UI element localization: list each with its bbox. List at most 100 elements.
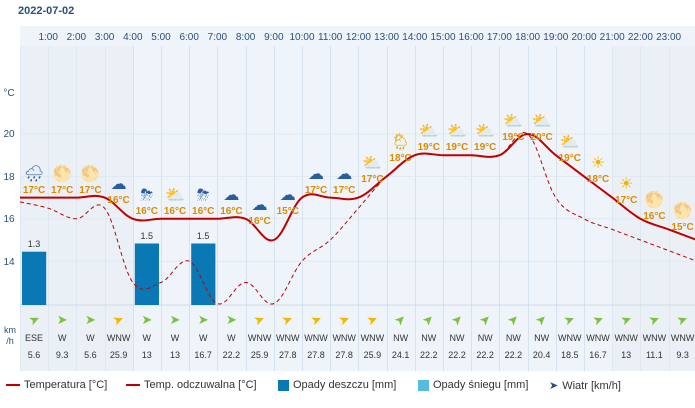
hour-label: 16:00 <box>458 32 484 43</box>
rain-cloud-icon: 🌧 <box>23 165 45 183</box>
wind-direction: NW <box>393 333 409 343</box>
legend-snow[interactable]: Opady śniegu [mm] <box>418 379 528 391</box>
wind-arrow-icon: ➤ <box>447 310 466 329</box>
legend-rain[interactable]: Opady deszczu [mm] <box>278 379 396 391</box>
sun-cloud-icon: ⛅ <box>559 133 580 151</box>
wind-speed: 22.2 <box>448 350 466 360</box>
sun-cloud-icon: ⛅ <box>447 123 467 141</box>
sun-cloud-icon: ⛅ <box>165 186 185 204</box>
rain-value-label: 1.5 <box>196 230 210 241</box>
wind-arrow-icon: ➤ <box>251 310 268 329</box>
sun-cloud-icon: ⛅ <box>531 112 552 130</box>
legend-feels-label: Temp. odczuwalna [°C] <box>144 379 257 391</box>
legend-snow-label: Opady śniegu [mm] <box>433 379 529 391</box>
wind-arrow-icon: ➤ <box>549 380 559 392</box>
wind-speed: 13 <box>169 350 180 360</box>
night-band <box>20 46 133 371</box>
column-divider <box>471 46 473 371</box>
column-divider <box>217 46 219 371</box>
hour-label: 19:00 <box>543 32 569 43</box>
temp-label: 19°C <box>474 142 497 154</box>
sun-rain-icon: 🌦 <box>390 133 411 151</box>
column-divider <box>386 46 388 371</box>
rain-bar <box>22 251 47 305</box>
wind-direction: W <box>170 333 180 343</box>
hour-label: 23:00 <box>656 32 682 43</box>
storm-cloud-icon: ⛈ <box>196 186 210 204</box>
hour-label: 21:00 <box>599 32 625 43</box>
wind-direction: WNW <box>586 333 610 343</box>
wind-direction: WNW <box>276 333 300 343</box>
temp-label: 15°C <box>671 221 694 233</box>
wind-speed: 27.8 <box>307 350 325 360</box>
temp-label: 16°C <box>248 216 271 228</box>
wind-unit: km/h <box>0 325 20 347</box>
temp-label: 17°C <box>22 184 46 196</box>
feels-like-line <box>19 132 695 305</box>
hour-label: 5:00 <box>151 32 171 43</box>
sun-cloud-icon: ⛅ <box>503 112 524 130</box>
wind-direction: NW <box>421 333 437 343</box>
wind-direction: NW <box>534 333 550 343</box>
column-divider <box>443 46 444 371</box>
wind-direction: WNW <box>558 333 582 343</box>
temp-label: 15°C <box>276 205 299 217</box>
temp-label: 19°C <box>558 152 581 164</box>
cloud-icon: ☁ <box>279 186 296 204</box>
wind-arrow-icon: ➤ <box>169 312 181 327</box>
rain-bar <box>191 243 216 305</box>
temp-label: 16°C <box>135 205 158 217</box>
wind-arrow-icon: ➤ <box>646 310 663 329</box>
wind-speed: 13 <box>141 350 152 360</box>
hour-label: 2:00 <box>66 32 87 43</box>
wind-speed: 13 <box>621 350 632 360</box>
wind-direction: WNW <box>670 333 695 343</box>
hour-label: 6:00 <box>179 32 199 43</box>
wind-unit-h: /h <box>6 336 14 346</box>
wind-direction: ESE <box>24 333 43 343</box>
column-divider <box>189 46 191 371</box>
hour-label: 20:00 <box>571 32 597 43</box>
wind-arrow-icon: ➤ <box>197 312 209 327</box>
sun-icon: ☀ <box>619 176 634 194</box>
legend-temp-swatch <box>6 384 20 387</box>
legend-wind[interactable]: ➤ Wiatr [km/h] <box>549 379 621 392</box>
temp-label: 19°C <box>445 142 469 154</box>
hour-label: 8:00 <box>235 32 256 43</box>
legend-feels[interactable]: Temp. odczuwalna [°C] <box>126 379 257 391</box>
moon-icon: 🌕 <box>80 165 101 183</box>
temp-label: 20°C <box>530 131 553 143</box>
wind-speed: 22.2 <box>504 350 523 360</box>
wind-arrow-icon: ➤ <box>475 310 494 329</box>
wind-arrow-icon: ➤ <box>561 310 578 329</box>
temp-label: 17°C <box>51 184 74 196</box>
wind-direction: WNW <box>247 333 272 343</box>
temp-label: 16°C <box>643 211 666 223</box>
legend-rain-swatch <box>278 379 289 391</box>
legend-rain-label: Opady deszczu [mm] <box>293 379 397 391</box>
column-divider <box>358 46 360 371</box>
legend-temp-label: Temperatura [°C] <box>24 379 108 391</box>
wind-arrow-icon: ➤ <box>141 312 153 327</box>
temp-label: 17°C <box>304 184 328 196</box>
wind-speed: 27.8 <box>279 350 297 360</box>
wind-direction: W <box>198 333 208 343</box>
date-title: 2022-07-02 <box>18 5 75 17</box>
rain-value-label: 1.3 <box>27 238 41 249</box>
hour-label: 15:00 <box>430 32 456 43</box>
column-divider <box>527 46 529 371</box>
column-divider <box>555 46 557 371</box>
wind-arrow-icon: ➤ <box>225 312 237 327</box>
wind-unit-km: km <box>4 325 16 335</box>
moon-icon: 🌕 <box>672 202 693 220</box>
wind-speed: 16.7 <box>589 350 607 360</box>
wind-direction: WNW <box>360 333 385 343</box>
legend-temp[interactable]: Temperatura [°C] <box>6 379 107 391</box>
sun-cloud-icon: ⛅ <box>362 155 383 172</box>
wind-direction: NW <box>449 333 465 343</box>
moon-icon: 🌕 <box>644 192 665 210</box>
column-divider <box>161 46 162 371</box>
hour-label: 18:00 <box>515 32 541 43</box>
rain-bar <box>134 243 159 305</box>
legend-wind-label: Wiatr [km/h] <box>562 380 621 392</box>
